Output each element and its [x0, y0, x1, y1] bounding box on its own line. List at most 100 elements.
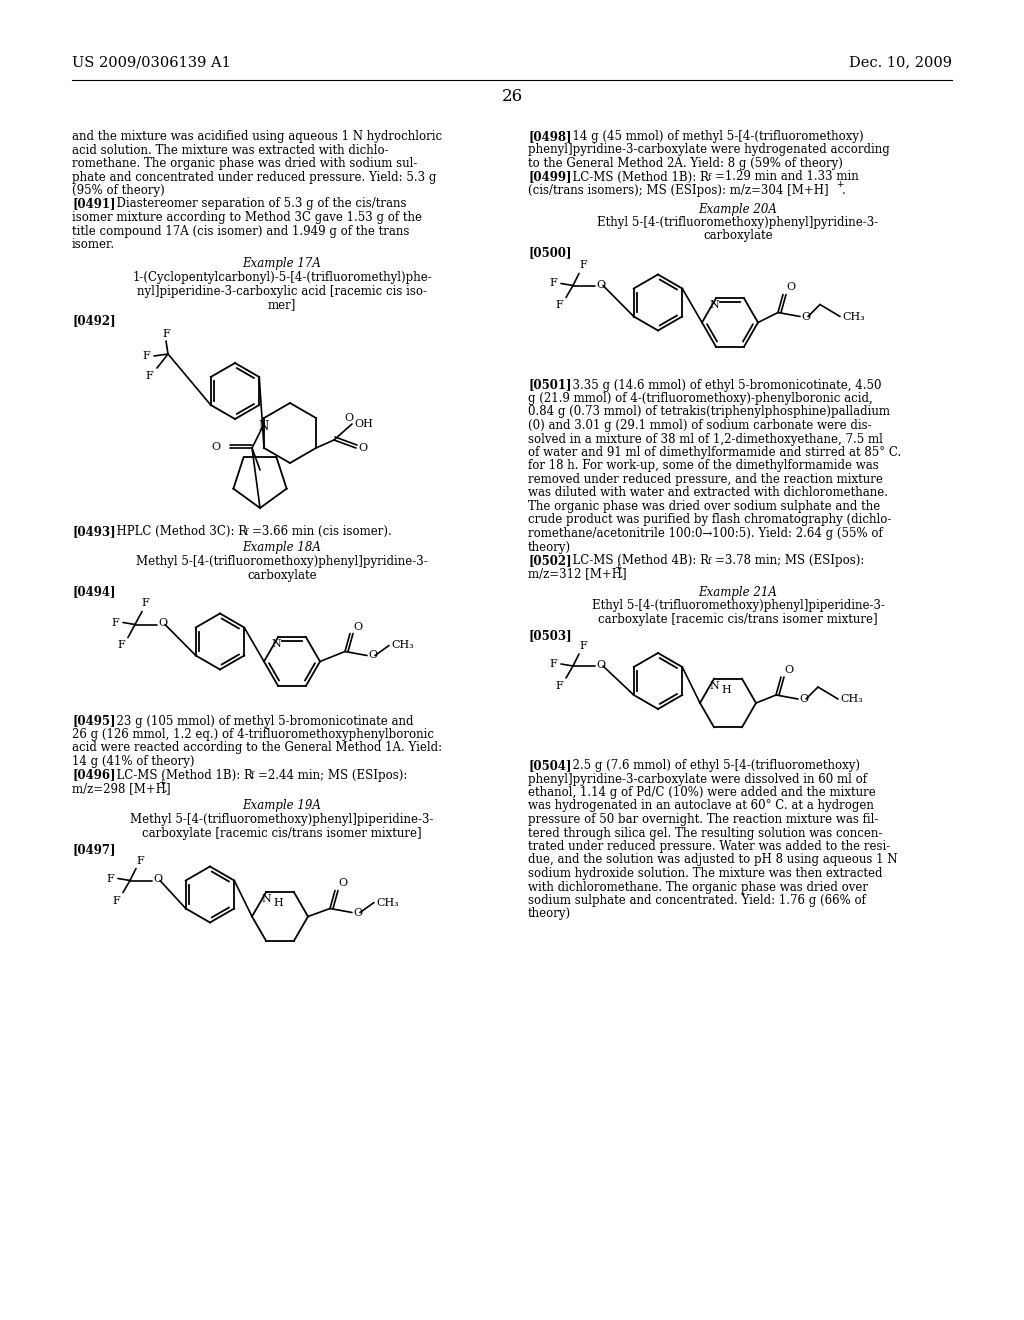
Text: 1-(Cyclopentylcarbonyl)-5-[4-(trifluoromethyl)phe-: 1-(Cyclopentylcarbonyl)-5-[4-(trifluorom… — [132, 271, 432, 284]
Text: N: N — [710, 681, 719, 690]
Text: O: O — [211, 442, 220, 451]
Text: H: H — [721, 685, 731, 694]
Text: F: F — [136, 855, 143, 866]
Text: [0494]: [0494] — [72, 585, 116, 598]
Text: trated under reduced pressure. Water was added to the resi-: trated under reduced pressure. Water was… — [528, 840, 890, 853]
Text: Methyl 5-[4-(trifluoromethoxy)phenyl]pyridine-3-: Methyl 5-[4-(trifluoromethoxy)phenyl]pyr… — [136, 554, 428, 568]
Text: f: f — [251, 771, 254, 780]
Text: phate and concentrated under reduced pressure. Yield: 5.3 g: phate and concentrated under reduced pre… — [72, 170, 436, 183]
Text: +: + — [614, 564, 622, 573]
Text: F: F — [112, 618, 119, 627]
Text: Example 19A: Example 19A — [243, 800, 322, 813]
Text: [0496]: [0496] — [72, 768, 116, 781]
Text: carboxylate: carboxylate — [703, 230, 773, 243]
Text: F: F — [579, 642, 587, 651]
Text: OH: OH — [354, 418, 373, 429]
Text: phenyl]pyridine-3-carboxylate were hydrogenated according: phenyl]pyridine-3-carboxylate were hydro… — [528, 144, 890, 157]
Text: pressure of 50 bar overnight. The reaction mixture was fil-: pressure of 50 bar overnight. The reacti… — [528, 813, 879, 826]
Text: O: O — [368, 651, 377, 660]
Text: O: O — [344, 413, 353, 422]
Text: [0498]: [0498] — [528, 129, 571, 143]
Text: solved in a mixture of 38 ml of 1,2-dimethoxyethane, 7.5 ml: solved in a mixture of 38 ml of 1,2-dime… — [528, 433, 883, 446]
Text: isomer mixture according to Method 3C gave 1.53 g of the: isomer mixture according to Method 3C ga… — [72, 211, 422, 224]
Text: (95% of theory): (95% of theory) — [72, 183, 165, 197]
Text: [0501]: [0501] — [528, 379, 571, 392]
Text: [0492]: [0492] — [72, 314, 116, 327]
Text: m/z=312 [M+H]: m/z=312 [M+H] — [528, 568, 627, 581]
Text: theory): theory) — [528, 908, 571, 920]
Text: CH₃: CH₃ — [376, 898, 398, 908]
Text: due, and the solution was adjusted to pH 8 using aqueous 1 N: due, and the solution was adjusted to pH… — [528, 854, 897, 866]
Text: N: N — [710, 300, 719, 310]
Text: F: F — [118, 640, 125, 651]
Text: [0491]: [0491] — [72, 198, 116, 210]
Text: for 18 h. For work-up, some of the dimethylformamide was: for 18 h. For work-up, some of the dimet… — [528, 459, 879, 473]
Text: [0502]: [0502] — [528, 554, 571, 568]
Text: carboxylate [racemic cis/trans isomer mixture]: carboxylate [racemic cis/trans isomer mi… — [598, 612, 878, 626]
Text: g (21.9 mmol) of 4-(trifluoromethoxy)-phenylboronic acid,: g (21.9 mmol) of 4-(trifluoromethoxy)-ph… — [528, 392, 872, 405]
Text: was diluted with water and extracted with dichloromethane.: was diluted with water and extracted wit… — [528, 487, 888, 499]
Text: +: + — [836, 180, 844, 189]
Text: 14 g (45 mmol) of methyl 5-[4-(trifluoromethoxy): 14 g (45 mmol) of methyl 5-[4-(trifluoro… — [565, 129, 863, 143]
Text: romethane. The organic phase was dried with sodium sul-: romethane. The organic phase was dried w… — [72, 157, 418, 170]
Text: O: O — [801, 312, 810, 322]
Text: F: F — [162, 329, 170, 339]
Text: O: O — [786, 282, 795, 293]
Text: sodium hydroxide solution. The mixture was then extracted: sodium hydroxide solution. The mixture w… — [528, 867, 883, 880]
Text: O: O — [353, 622, 362, 631]
Text: [0495]: [0495] — [72, 714, 116, 727]
Text: carboxylate: carboxylate — [247, 569, 316, 582]
Text: nyl]piperidine-3-carboxylic acid [racemic cis iso-: nyl]piperidine-3-carboxylic acid [racemi… — [137, 285, 427, 297]
Text: of water and 91 ml of dimethylformamide and stirred at 85° C.: of water and 91 ml of dimethylformamide … — [528, 446, 901, 459]
Text: F: F — [113, 895, 120, 906]
Text: and the mixture was acidified using aqueous 1 N hydrochloric: and the mixture was acidified using aque… — [72, 129, 442, 143]
Text: f: f — [708, 173, 712, 182]
Text: H: H — [273, 898, 283, 908]
Text: romethane/acetonitrile 100:0→100:5). Yield: 2.64 g (55% of: romethane/acetonitrile 100:0→100:5). Yie… — [528, 527, 883, 540]
Text: carboxylate [racemic cis/trans isomer mixture]: carboxylate [racemic cis/trans isomer mi… — [142, 826, 422, 840]
Text: US 2009/0306139 A1: US 2009/0306139 A1 — [72, 55, 230, 69]
Text: isomer.: isomer. — [72, 238, 115, 251]
Text: O: O — [799, 694, 808, 704]
Text: =3.78 min; MS (ESIpos):: =3.78 min; MS (ESIpos): — [715, 554, 864, 568]
Text: The organic phase was dried over sodium sulphate and the: The organic phase was dried over sodium … — [528, 500, 881, 513]
Text: (0) and 3.01 g (29.1 mmol) of sodium carbonate were dis-: (0) and 3.01 g (29.1 mmol) of sodium car… — [528, 418, 871, 432]
Text: ethanol, 1.14 g of Pd/C (10%) were added and the mixture: ethanol, 1.14 g of Pd/C (10%) were added… — [528, 785, 876, 799]
Text: Example 17A: Example 17A — [243, 257, 322, 271]
Text: F: F — [141, 598, 148, 609]
Text: acid were reacted according to the General Method 1A. Yield:: acid were reacted according to the Gener… — [72, 742, 442, 755]
Text: CH₃: CH₃ — [842, 312, 864, 322]
Text: [0500]: [0500] — [528, 246, 571, 259]
Text: Dec. 10, 2009: Dec. 10, 2009 — [849, 55, 952, 69]
Text: mer]: mer] — [268, 298, 296, 312]
Text: F: F — [555, 301, 563, 310]
Text: f: f — [245, 528, 248, 537]
Text: Ethyl 5-[4-(trifluoromethoxy)phenyl]pyridine-3-: Ethyl 5-[4-(trifluoromethoxy)phenyl]pyri… — [597, 216, 879, 228]
Text: O: O — [158, 619, 167, 628]
Text: 0.84 g (0.73 mmol) of tetrakis(triphenylphosphine)palladium: 0.84 g (0.73 mmol) of tetrakis(triphenyl… — [528, 405, 890, 418]
Text: [0503]: [0503] — [528, 630, 571, 643]
Text: Example 18A: Example 18A — [243, 541, 322, 554]
Text: m/z=298 [M+H]: m/z=298 [M+H] — [72, 781, 171, 795]
Text: N: N — [261, 894, 271, 904]
Text: O: O — [358, 444, 368, 453]
Text: (cis/trans isomers); MS (ESIpos): m/z=304 [M+H]: (cis/trans isomers); MS (ESIpos): m/z=30… — [528, 183, 828, 197]
Text: 26: 26 — [502, 88, 522, 106]
Text: [0497]: [0497] — [72, 843, 116, 855]
Text: CH₃: CH₃ — [391, 640, 414, 651]
Text: =2.44 min; MS (ESIpos):: =2.44 min; MS (ESIpos): — [258, 768, 408, 781]
Text: .: . — [620, 568, 624, 581]
Text: O: O — [338, 879, 347, 888]
Text: [0493]: [0493] — [72, 525, 116, 539]
Text: LC-MS (Method 1B): R: LC-MS (Method 1B): R — [565, 170, 709, 183]
Text: tered through silica gel. The resulting solution was concen-: tered through silica gel. The resulting … — [528, 826, 883, 840]
Text: O: O — [784, 665, 794, 675]
Text: 26 g (126 mmol, 1.2 eq.) of 4-trifluoromethoxyphenylboronic: 26 g (126 mmol, 1.2 eq.) of 4-trifluorom… — [72, 729, 434, 741]
Text: Example 21A: Example 21A — [698, 586, 777, 599]
Text: F: F — [555, 681, 563, 690]
Text: removed under reduced pressure, and the reaction mixture: removed under reduced pressure, and the … — [528, 473, 883, 486]
Text: theory): theory) — [528, 540, 571, 553]
Text: was hydrogenated in an autoclave at 60° C. at a hydrogen: was hydrogenated in an autoclave at 60° … — [528, 800, 873, 813]
Text: F: F — [145, 371, 153, 381]
Text: phenyl]pyridine-3-carboxylate were dissolved in 60 ml of: phenyl]pyridine-3-carboxylate were disso… — [528, 772, 867, 785]
